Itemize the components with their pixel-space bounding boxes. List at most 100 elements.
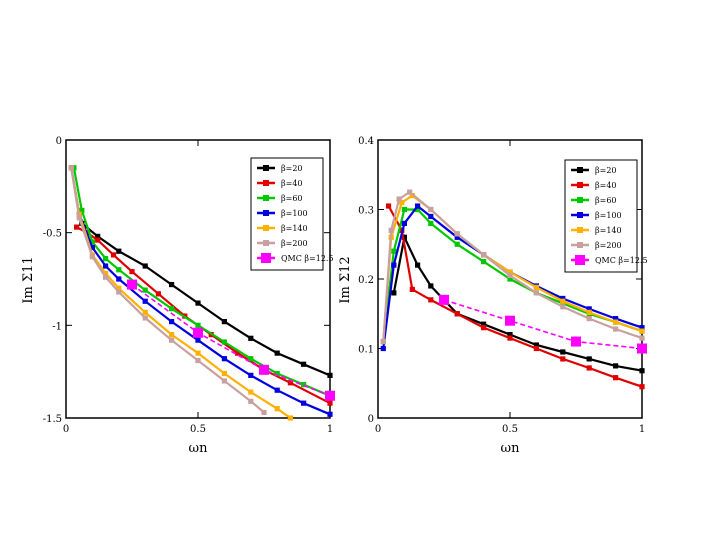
right-series-point-6: [571, 336, 581, 347]
right-series-point-1: [409, 286, 415, 293]
right-legend-swatch-marker: [577, 227, 583, 233]
left-legend-label: β=200: [281, 239, 308, 248]
left-series-point-4: [195, 350, 201, 356]
right-series-point-5: [396, 196, 402, 202]
left-series-point-4: [169, 332, 175, 338]
right-y-tick-label: 0.4: [358, 136, 374, 147]
left-series-point-3: [221, 356, 227, 362]
left-legend-label: β=40: [281, 179, 303, 188]
right-series-point-6: [505, 315, 515, 326]
left-series-point-3: [89, 244, 95, 251]
left-series-point-0: [116, 248, 122, 254]
left-series-point-1: [327, 400, 333, 406]
right-series-point-1: [613, 375, 619, 381]
left-legend-label: QMC β=12.5: [281, 254, 334, 263]
left-y-axis-label: Im Σ11: [21, 256, 36, 303]
left-series-point-3: [274, 387, 280, 393]
left-series-point-2: [301, 382, 307, 388]
left-legend: β=20 β=40 β=60 β=100 β=140 β=200 QMC β=12.5: [250, 157, 334, 271]
right-series-point-4: [586, 309, 592, 315]
left-series-point-2: [274, 370, 280, 377]
left-series-point-4: [248, 389, 254, 395]
right-series-point-3: [391, 262, 397, 268]
right-series-point-3: [586, 306, 592, 312]
right-legend-swatch-marker: [577, 167, 583, 173]
left-series-point-0: [95, 233, 101, 239]
right-series-point-1: [533, 345, 539, 352]
right-series-point-1: [639, 384, 645, 390]
left-series-point-5: [68, 165, 74, 171]
left-series-point-0: [274, 350, 280, 356]
right-series-point-1: [385, 203, 392, 209]
left-series-point-2: [71, 165, 77, 171]
right-series-point-1: [586, 365, 592, 371]
left-series-point-6: [127, 279, 137, 290]
left-series-point-5: [169, 337, 175, 343]
right-series-point-0: [639, 368, 645, 374]
right-x-tick-label: 1: [639, 424, 645, 435]
right-series-point-5: [380, 338, 386, 345]
left-legend-label: β=100: [281, 209, 308, 218]
left-series-point-1: [287, 380, 293, 386]
right-y-tick-label: 0.2: [358, 275, 374, 286]
right-series-point-3: [639, 325, 645, 331]
left-series-point-0: [169, 281, 175, 288]
left-y-tick-label: 0: [56, 136, 62, 147]
right-series-point-0: [586, 356, 592, 362]
right-legend-swatch-marker: [577, 242, 583, 248]
left-legend-swatch-marker: [263, 165, 269, 171]
right-legend-swatch-marker: [577, 197, 583, 203]
right-series-point-3: [560, 295, 566, 302]
right-series-point-2: [481, 259, 487, 265]
left-legend-label: β=60: [281, 194, 303, 203]
left-legend-swatch-marker: [263, 195, 269, 201]
right-series-line-1: [387, 205, 643, 388]
left-series-point-1: [155, 291, 161, 297]
right-legend-label: β=20: [595, 166, 617, 175]
left-series-point-5: [89, 254, 95, 260]
left-series-point-3: [103, 263, 109, 269]
right-series-point-1: [428, 297, 434, 303]
right-series-point-5: [481, 252, 487, 258]
right-series-point-0: [533, 342, 539, 348]
left-series-point-4: [221, 370, 227, 377]
right-series-point-5: [560, 304, 566, 310]
left-series-point-0: [221, 319, 227, 325]
left-x-axis-label: ωn: [189, 441, 209, 456]
right-x-axis-label: ωn: [501, 441, 521, 456]
right-legend-label: β=60: [595, 196, 617, 205]
right-series-line-6: [443, 299, 643, 350]
right-series-point-5: [428, 206, 434, 213]
left-x-tick-label: 0: [63, 424, 69, 435]
left-y-tick-label: -1: [52, 321, 62, 332]
right-legend-label: β=140: [595, 226, 622, 235]
left-series-point-2: [103, 256, 109, 262]
right-x-tick-label: 0.5: [502, 424, 518, 435]
left-legend-swatch-marker: [263, 180, 269, 186]
left-series-point-3: [195, 337, 201, 343]
left-series-point-4: [142, 309, 148, 315]
right-series-point-5: [407, 189, 413, 195]
right-series-point-5: [613, 326, 619, 332]
left-series-point-3: [116, 276, 122, 282]
right-series-point-3: [415, 203, 421, 209]
left-series-point-0: [301, 361, 307, 367]
right-series-point-5: [533, 290, 539, 296]
left-series-point-2: [221, 339, 227, 345]
left-series-point-3: [142, 298, 148, 304]
right-series-point-0: [428, 283, 434, 289]
right-series-point-5: [507, 272, 513, 279]
left-series-point-5: [221, 378, 227, 384]
left-series-point-1: [129, 268, 135, 275]
left-series-point-1: [73, 224, 80, 230]
right-y-tick-label: 0.3: [358, 206, 374, 217]
left-series-point-4: [274, 406, 280, 412]
right-series-point-6: [439, 294, 449, 305]
left-legend-label: β=20: [281, 164, 303, 173]
left-series-point-1: [235, 350, 241, 356]
right-y-tick-label: 0.1: [358, 345, 374, 356]
left-y-tick-label: -0.5: [43, 229, 62, 240]
left-x-tick-label: 0.5: [190, 424, 206, 435]
right-series-point-4: [399, 199, 405, 206]
right-series-point-2: [454, 241, 460, 247]
